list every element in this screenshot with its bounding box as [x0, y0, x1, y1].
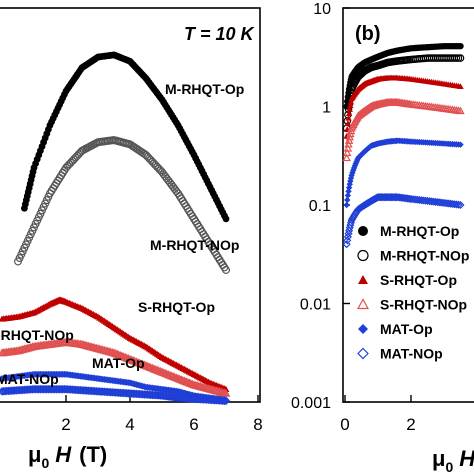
- data-point: [343, 144, 353, 152]
- data-point: [344, 120, 352, 126]
- field-symbol: H: [55, 442, 72, 467]
- data-point: [218, 396, 228, 405]
- data-point: [222, 265, 231, 274]
- data-point: [345, 114, 352, 121]
- y-tick-label: 1: [322, 100, 331, 117]
- panel-label-b: (b): [355, 23, 381, 45]
- data-point: [222, 215, 230, 223]
- y-tick-label: 0.01: [300, 297, 331, 314]
- x-tick-label: 4: [125, 415, 134, 434]
- left-series-layer: [0, 51, 231, 406]
- data-point: [342, 240, 351, 249]
- legend-marker: [358, 324, 368, 334]
- legend-item: S-RHQT-Op: [358, 272, 457, 288]
- data-point: [345, 110, 353, 117]
- y-tick-label: 0.001: [291, 395, 331, 412]
- right-legend: M-RHQT-Op M-RHQT-NOp S-RHQT-Op S-RHQT-NOp MA…: [356, 223, 469, 362]
- mu-symbol: μ: [432, 446, 445, 471]
- field-unit: (T): [79, 442, 107, 467]
- data-point: [343, 201, 350, 209]
- data-point: [457, 83, 464, 89]
- legend-marker: [358, 226, 368, 236]
- right-x-axis-label: μ0 H: [432, 446, 474, 474]
- data-point: [168, 392, 178, 402]
- legend-label: S-RHQT-Op: [380, 272, 457, 288]
- data-point: [159, 391, 168, 401]
- data-point: [162, 392, 172, 401]
- legend-item: MAT-Op: [358, 321, 433, 337]
- left-series-labels: M-RHQT-Op M-RHQT-NOp S-RHQT-Op -RHQT-NOp MAT…: [0, 81, 244, 387]
- mu-subscript: 0: [41, 455, 49, 471]
- series-label: -RHQT-NOp: [0, 327, 74, 343]
- data-point: [454, 54, 463, 62]
- legend-marker: [358, 275, 368, 284]
- x-tick-label: 6: [189, 415, 198, 434]
- left-plot-frame: [0, 7, 261, 403]
- mu-symbol: μ: [28, 442, 41, 467]
- y-tick-label: 10: [313, 1, 331, 18]
- data-point: [157, 391, 167, 400]
- series-label: M-RHQT-Op: [165, 81, 244, 97]
- x-tick-label: 0: [340, 415, 349, 434]
- data-point: [164, 392, 173, 401]
- data-point: [165, 392, 175, 401]
- field-symbol: H: [459, 446, 474, 471]
- data-point: [457, 42, 464, 50]
- data-point: [167, 392, 176, 402]
- legend-item: M-RHQT-Op: [358, 223, 459, 239]
- x-tick-label: 8: [253, 415, 262, 434]
- data-point: [221, 396, 231, 406]
- left-panel: 2 4 6 8 T = 10 K M-RHQT-Op M-RHQT-NOp S-RHQT-…: [0, 7, 263, 471]
- legend-label: M-RHQT-NOp: [380, 248, 469, 264]
- data-point: [456, 106, 465, 115]
- legend-label: S-RHQT-NOp: [380, 297, 467, 313]
- data-point: [346, 106, 353, 112]
- right-series-layer: [342, 42, 465, 249]
- legend-item: MAT-NOp: [357, 346, 443, 362]
- data-point: [456, 54, 465, 62]
- data-point: [344, 139, 353, 148]
- data-point: [220, 396, 229, 406]
- left-x-axis-label: μ0 H (T): [28, 442, 107, 471]
- series-label: S-RHQT-Op: [138, 299, 215, 315]
- data-point: [347, 102, 354, 109]
- legend-marker: [357, 347, 369, 360]
- series-label: M-RHQT-NOp: [150, 237, 239, 253]
- x-tick-label: 2: [61, 415, 70, 434]
- right-y-ticks: 0.001 0.01 0.1 1 10: [291, 1, 350, 412]
- data-point: [454, 200, 463, 209]
- legend-label: M-RHQT-Op: [380, 223, 459, 239]
- series-label: MAT-Op: [92, 355, 145, 371]
- data-point: [457, 141, 464, 148]
- data-point: [456, 200, 465, 210]
- data-point: [160, 391, 170, 401]
- legend-label: MAT-NOp: [380, 346, 443, 362]
- legend-label: MAT-Op: [380, 321, 433, 337]
- legend-marker: [357, 249, 369, 262]
- series-label: MAT-NOp: [0, 371, 59, 387]
- data-point: [347, 98, 355, 105]
- legend-item: S-RHQT-NOp: [356, 297, 467, 313]
- data-point: [452, 54, 461, 62]
- data-point: [344, 196, 351, 204]
- data-point: [343, 148, 352, 157]
- data-point: [342, 153, 351, 162]
- legend-marker: [356, 298, 370, 310]
- data-point: [344, 192, 352, 199]
- mu-subscript: 0: [445, 459, 453, 474]
- y-tick-label: 0.1: [309, 198, 331, 215]
- left-x-ticks: 2 4 6 8: [61, 395, 263, 434]
- temperature-annotation: T = 10 K: [184, 24, 256, 44]
- data-point: [221, 388, 231, 397]
- x-tick-label: 2: [406, 415, 415, 434]
- legend-item: M-RHQT-NOp: [357, 248, 469, 264]
